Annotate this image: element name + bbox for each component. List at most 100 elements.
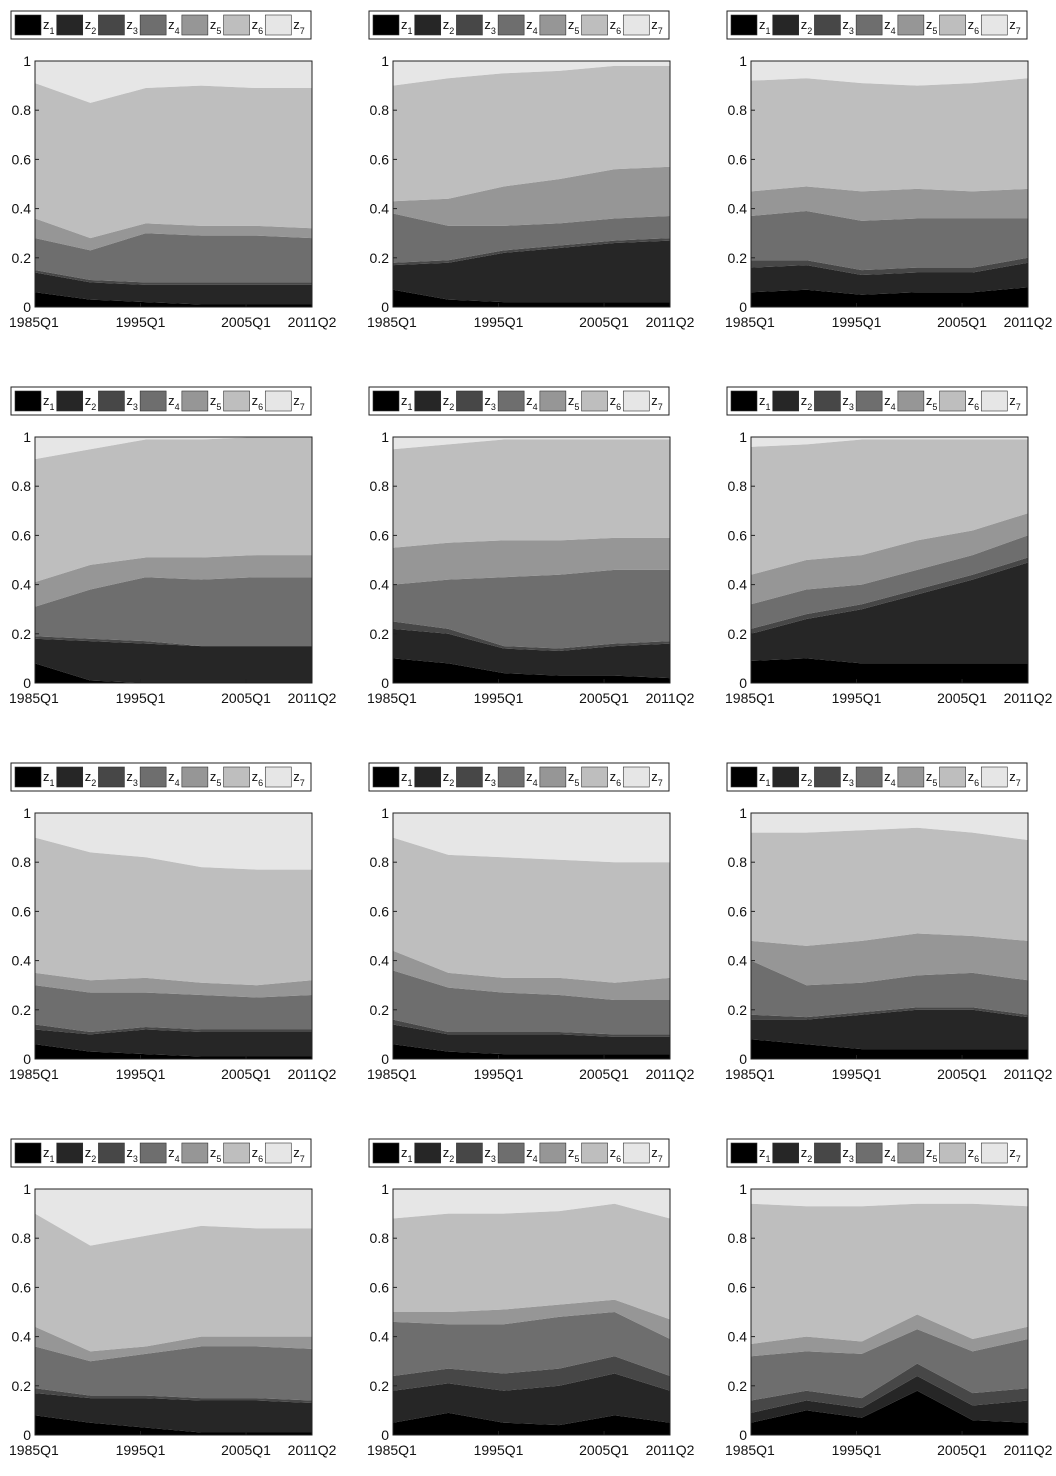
area-series-z6 bbox=[751, 1203, 1028, 1344]
area-series-z6 bbox=[35, 437, 312, 583]
area-series-z2 bbox=[393, 240, 670, 303]
area-series-z5 bbox=[35, 1326, 312, 1362]
chart-panel: z1 z2 z3 z4 z5 z6 z7 0 0.2 0.4 0.6 0.8 1 1985Q1 1995Q1… bbox=[724, 1136, 1056, 1476]
y-tick-label: 0.6 bbox=[370, 1279, 390, 1295]
legend-swatch bbox=[855, 1142, 883, 1164]
axes-box bbox=[392, 812, 671, 1060]
legend-swatch bbox=[98, 1142, 125, 1164]
legend-label: z3 bbox=[484, 769, 496, 788]
y-tick-label: 1 bbox=[23, 805, 31, 821]
area-series-z2 bbox=[35, 272, 312, 305]
y-tick-label: 1 bbox=[23, 53, 31, 69]
legend-label: z4 bbox=[884, 769, 896, 788]
area-series-z2 bbox=[751, 1375, 1028, 1423]
x-tick-label: 2011Q2 bbox=[1004, 314, 1053, 330]
area-series-z7 bbox=[751, 437, 1028, 447]
legend-swatch bbox=[980, 390, 1008, 412]
x-tick-label: 1985Q1 bbox=[725, 690, 775, 706]
legend-label: z2 bbox=[443, 1145, 455, 1164]
legend-label: z1 bbox=[43, 17, 55, 36]
legend: z1 z2 z3 z4 z5 z6 z7 bbox=[10, 1138, 312, 1168]
legend-swatch bbox=[539, 14, 567, 36]
legend: z1 z2 z3 z4 z5 z6 z7 bbox=[10, 386, 312, 416]
y-tick-label: 0.6 bbox=[12, 527, 32, 543]
x-tick-label: 1995Q1 bbox=[474, 690, 524, 706]
legend-swatch bbox=[223, 390, 250, 412]
legend-label: z2 bbox=[801, 1145, 813, 1164]
area-series-z5 bbox=[393, 166, 670, 226]
legend-label: z2 bbox=[801, 393, 813, 412]
legend-swatch bbox=[56, 390, 84, 412]
y-tick-label: 0 bbox=[739, 299, 747, 315]
area-series-z6 bbox=[393, 837, 670, 983]
y-tick-label: 0.4 bbox=[728, 201, 748, 217]
legend-swatch bbox=[897, 390, 925, 412]
stacked-area-chart: z1 z2 z3 z4 z5 z6 z7 0 0.2 0.4 0.6 0.8 1 1985Q1 1995Q1… bbox=[9, 10, 337, 330]
area-series-z3 bbox=[751, 1007, 1028, 1020]
area-series-z7 bbox=[393, 813, 670, 863]
legend-swatch bbox=[497, 14, 525, 36]
area-series-z5 bbox=[393, 950, 670, 1000]
legend-swatch bbox=[581, 14, 608, 36]
y-tick-label: 0.8 bbox=[370, 854, 390, 870]
legend-label: z3 bbox=[484, 17, 496, 36]
legend-swatch bbox=[980, 14, 1008, 36]
legend-label: z1 bbox=[43, 1145, 55, 1164]
chart-panel: z1 z2 z3 z4 z5 z6 z7 0 0.2 0.4 0.6 0.8 1 1985Q1 1995Q1… bbox=[366, 1136, 706, 1476]
legend-label: z2 bbox=[85, 17, 97, 36]
legend-swatch bbox=[14, 766, 42, 788]
area-series-z6 bbox=[393, 1203, 670, 1320]
legend-label: z6 bbox=[968, 17, 980, 36]
y-tick-label: 0 bbox=[381, 675, 389, 691]
legend-label: z6 bbox=[968, 393, 980, 412]
legend-label: z5 bbox=[926, 1145, 938, 1164]
x-tick-label: 2011Q2 bbox=[288, 1442, 337, 1458]
y-tick-label: 0.4 bbox=[12, 953, 32, 969]
axes-box bbox=[34, 436, 313, 684]
legend-label: z5 bbox=[210, 17, 222, 36]
area-series-z2 bbox=[393, 1024, 670, 1055]
legend-label: z5 bbox=[210, 393, 222, 412]
legend-label: z5 bbox=[926, 17, 938, 36]
x-tick-label: 2005Q1 bbox=[221, 690, 271, 706]
legend-label: z4 bbox=[168, 17, 180, 36]
legend: z1 z2 z3 z4 z5 z6 z7 bbox=[10, 762, 312, 792]
legend-label: z7 bbox=[293, 1145, 305, 1164]
legend-swatch bbox=[980, 766, 1008, 788]
stacked-area-chart: z1 z2 z3 z4 z5 z6 z7 0 0.2 0.4 0.6 0.8 1 1985Q1 1995Q1… bbox=[725, 762, 1053, 1082]
legend: z1 z2 z3 z4 z5 z6 z7 bbox=[726, 1138, 1028, 1168]
legend-swatch bbox=[814, 766, 841, 788]
legend-swatch bbox=[98, 390, 125, 412]
legend-swatch bbox=[98, 766, 125, 788]
legend-label: z4 bbox=[526, 393, 538, 412]
x-tick-label: 1995Q1 bbox=[116, 314, 166, 330]
legend-label: z2 bbox=[85, 1145, 97, 1164]
y-tick-label: 0.8 bbox=[370, 478, 390, 494]
area-series-z2 bbox=[35, 638, 312, 683]
legend-swatch bbox=[539, 390, 567, 412]
y-tick-label: 0.6 bbox=[370, 903, 390, 919]
legend-swatch bbox=[456, 1142, 483, 1164]
y-tick-label: 0.2 bbox=[370, 1002, 390, 1018]
legend-label: z5 bbox=[210, 769, 222, 788]
x-tick-label: 1985Q1 bbox=[367, 690, 417, 706]
area-series-z3 bbox=[35, 1388, 312, 1404]
area-series-z7 bbox=[393, 437, 670, 450]
y-tick-label: 0.2 bbox=[370, 1378, 390, 1394]
legend-swatch bbox=[414, 766, 442, 788]
area-series-z4 bbox=[751, 211, 1028, 271]
area-series-z6 bbox=[751, 827, 1028, 946]
area-series-z5 bbox=[751, 1314, 1028, 1357]
legend-label: z3 bbox=[484, 1145, 496, 1164]
y-tick-label: 1 bbox=[381, 53, 389, 69]
area-series-z1 bbox=[35, 292, 312, 307]
area-series-z5 bbox=[35, 972, 312, 998]
x-tick-label: 1985Q1 bbox=[9, 690, 59, 706]
legend: z1 z2 z3 z4 z5 z6 z7 bbox=[10, 10, 312, 40]
legend-label: z6 bbox=[252, 1145, 264, 1164]
legend-swatch bbox=[980, 1142, 1008, 1164]
area-series-z1 bbox=[393, 289, 670, 307]
x-tick-label: 2005Q1 bbox=[579, 690, 629, 706]
x-tick-label: 1995Q1 bbox=[832, 1442, 882, 1458]
legend-swatch bbox=[456, 766, 483, 788]
